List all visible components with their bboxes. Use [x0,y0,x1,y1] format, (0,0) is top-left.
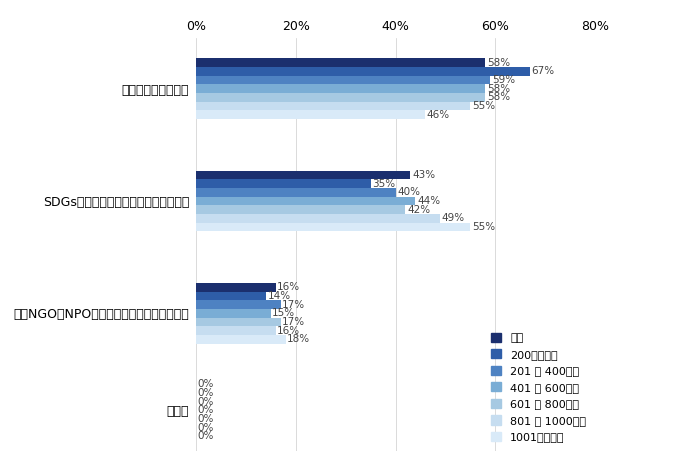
Text: 17%: 17% [282,317,305,327]
Text: 49%: 49% [442,213,465,223]
Text: 58%: 58% [486,58,510,68]
Text: 44%: 44% [417,196,440,206]
Legend: 全体, 200万円以下, 201 ～ 400万円, 401 ～ 600万円, 601 ～ 800万円, 801 ～ 1000万円, 1001万円以上: 全体, 200万円以下, 201 ～ 400万円, 401 ～ 600万円, 6… [488,329,589,446]
Bar [196,188,396,196]
Text: 16%: 16% [277,282,300,292]
Bar [196,196,416,205]
Bar [196,223,470,231]
Text: 40%: 40% [397,188,420,197]
Text: 59%: 59% [492,75,515,85]
Text: 43%: 43% [412,170,435,180]
Text: 17%: 17% [282,300,305,310]
Text: 58%: 58% [486,84,510,94]
Bar [196,214,440,223]
Bar [196,335,286,344]
Bar [196,76,490,84]
Bar [196,102,470,110]
Text: 0%: 0% [197,431,214,441]
Text: 55%: 55% [472,101,495,111]
Text: 55%: 55% [472,222,495,232]
Text: 0%: 0% [197,397,214,407]
Bar [196,318,281,326]
Text: 18%: 18% [287,334,310,345]
Text: 58%: 58% [486,92,510,102]
Bar [196,58,485,67]
Bar [196,93,485,102]
Bar [196,110,426,119]
Text: 35%: 35% [372,179,396,188]
Bar [196,67,530,76]
Bar [196,179,370,188]
Bar [196,291,266,300]
Bar [196,205,405,214]
Text: 67%: 67% [532,66,555,76]
Text: 0%: 0% [197,388,214,398]
Bar [196,300,281,309]
Text: 0%: 0% [197,423,214,433]
Bar [196,171,410,179]
Text: 46%: 46% [427,110,450,120]
Bar [196,326,276,335]
Bar [196,84,485,93]
Text: 42%: 42% [407,204,430,215]
Bar [196,283,276,291]
Text: 14%: 14% [267,291,290,301]
Text: 0%: 0% [197,414,214,424]
Bar [196,309,271,318]
Text: 0%: 0% [197,405,214,415]
Text: 0%: 0% [197,379,214,389]
Text: 16%: 16% [277,326,300,336]
Text: 15%: 15% [272,308,295,318]
